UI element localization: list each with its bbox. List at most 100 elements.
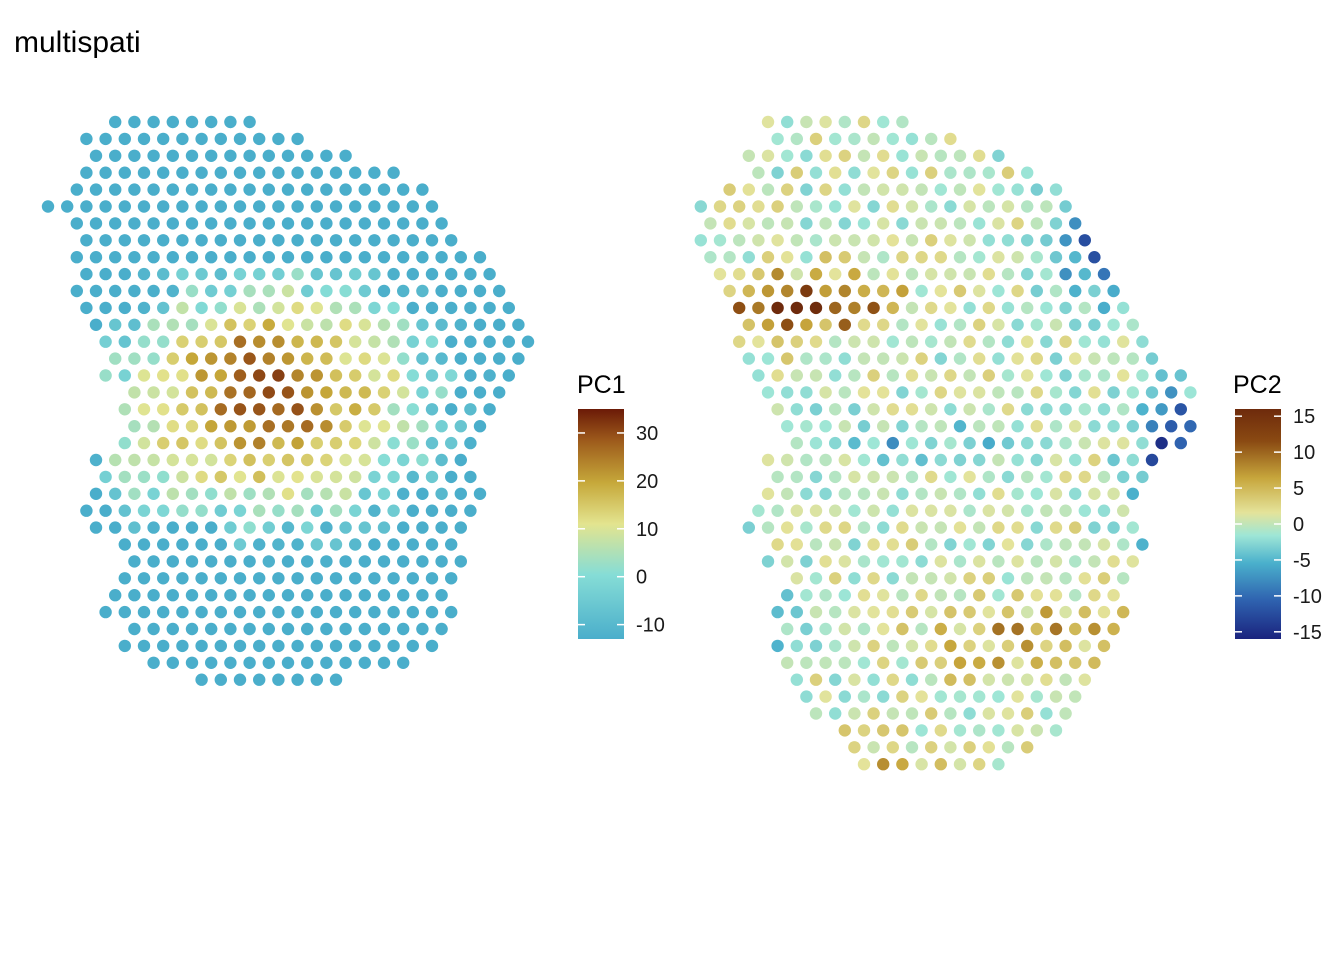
pc1-spot [205, 555, 218, 568]
pc1-spot [387, 572, 400, 585]
pc2-spot [915, 183, 928, 196]
pc1-spot [195, 470, 208, 484]
pc1-spot [512, 318, 525, 331]
pc2-spot [800, 656, 813, 669]
pc2-spot [877, 555, 890, 568]
pc2-spot [1040, 707, 1053, 720]
pc1-spot [320, 555, 333, 568]
pc1-spot [224, 521, 237, 534]
pc1-spot [512, 352, 525, 365]
pc1-spot [339, 386, 352, 399]
pc1-spot [387, 301, 400, 315]
pc2-spot [934, 622, 947, 636]
pc2-spot [781, 115, 794, 129]
pc2-spot [819, 115, 832, 129]
pc1-spot [377, 521, 391, 534]
pc2-spot [829, 572, 842, 585]
pc1-spot [454, 521, 467, 534]
pc2-spot [723, 217, 736, 230]
pc2-spot [1107, 487, 1120, 500]
pc2-spot [886, 605, 899, 619]
pc1-spot [176, 470, 189, 484]
pc2-spot [819, 386, 832, 399]
pc1-spot [128, 251, 141, 264]
pc2-spot [857, 251, 871, 264]
pc2-spot [1030, 251, 1044, 264]
pc2-spot [877, 487, 890, 500]
pc1-spot [166, 521, 179, 534]
pc2-spot [982, 234, 995, 247]
pc2-spot [982, 639, 995, 653]
pc1-spot [281, 453, 295, 467]
pc1-spot [243, 589, 256, 602]
pc2-spot [934, 487, 947, 500]
pc1-spot [253, 504, 266, 517]
pc1-spot [205, 251, 218, 264]
pc2-spot [809, 166, 823, 179]
pc2-spot [886, 572, 899, 585]
pc2-spot [742, 217, 755, 230]
pc2-spot [838, 656, 851, 669]
pc2-spot [867, 234, 880, 247]
pc2-spot [857, 758, 871, 771]
pc1-spot [137, 605, 151, 619]
pc2-spot [1040, 639, 1053, 653]
pc1-spot [195, 639, 208, 653]
pc2-spot [1107, 420, 1120, 433]
pc1-spot [320, 318, 333, 331]
pc1-spot [205, 656, 218, 669]
pc2-spot [1107, 521, 1120, 534]
pc2-spot [771, 200, 784, 213]
pc2-spot [752, 166, 765, 179]
pc2-spot [819, 183, 832, 196]
pc2-spot [915, 487, 928, 500]
pc2-spot [819, 149, 832, 162]
pc2-spot [944, 470, 957, 484]
pc2-spot [877, 453, 890, 467]
pc1-spot [368, 470, 381, 484]
pc2-spot [896, 217, 909, 230]
pc2-spot [838, 318, 851, 331]
pc1-spot [377, 589, 391, 602]
pc2-spot [829, 166, 842, 179]
pc2-spot [1020, 707, 1034, 720]
pc1-spot [99, 234, 112, 247]
pc1-spot [435, 487, 448, 500]
pc1-spot [406, 538, 419, 551]
pc2-spot [886, 132, 899, 146]
pc2-spot [704, 251, 717, 264]
pc2-spot [1020, 403, 1034, 416]
pc1-spot [262, 386, 275, 399]
pc2-spot [992, 724, 1005, 737]
pc2-spot [800, 521, 813, 534]
pc2-spot [848, 267, 861, 281]
pc2-spot [877, 217, 890, 230]
pc1-spot [310, 301, 323, 315]
pc2-spot [713, 267, 727, 281]
pc2-spot [973, 690, 986, 703]
pc2-spot [771, 301, 784, 315]
pc2-spot [886, 267, 899, 281]
pc2-spot [973, 453, 986, 467]
pc1-spot [224, 284, 237, 298]
pc2-tick-label: 0 [1293, 514, 1304, 536]
pc1-spot [349, 605, 362, 619]
pc2-spot [1049, 453, 1063, 467]
pc1-spot [435, 622, 448, 636]
pc2-spot [1107, 555, 1120, 568]
pc2-spot [848, 436, 861, 450]
pc1-spot [349, 538, 362, 551]
pc1-spot [109, 521, 122, 534]
pc1-spot [349, 301, 362, 315]
pc1-spot [99, 369, 112, 382]
pc1-spot [397, 217, 410, 230]
pc1-spot [464, 369, 477, 382]
pc2-spot [857, 217, 871, 230]
pc2-spot [944, 538, 957, 551]
pc2-spot [915, 622, 928, 636]
pc1-spot [368, 234, 381, 247]
pc1-spot [137, 572, 151, 585]
pc1-spot [243, 183, 256, 196]
pc2-spot [1001, 605, 1015, 619]
pc1-spot [195, 403, 208, 416]
